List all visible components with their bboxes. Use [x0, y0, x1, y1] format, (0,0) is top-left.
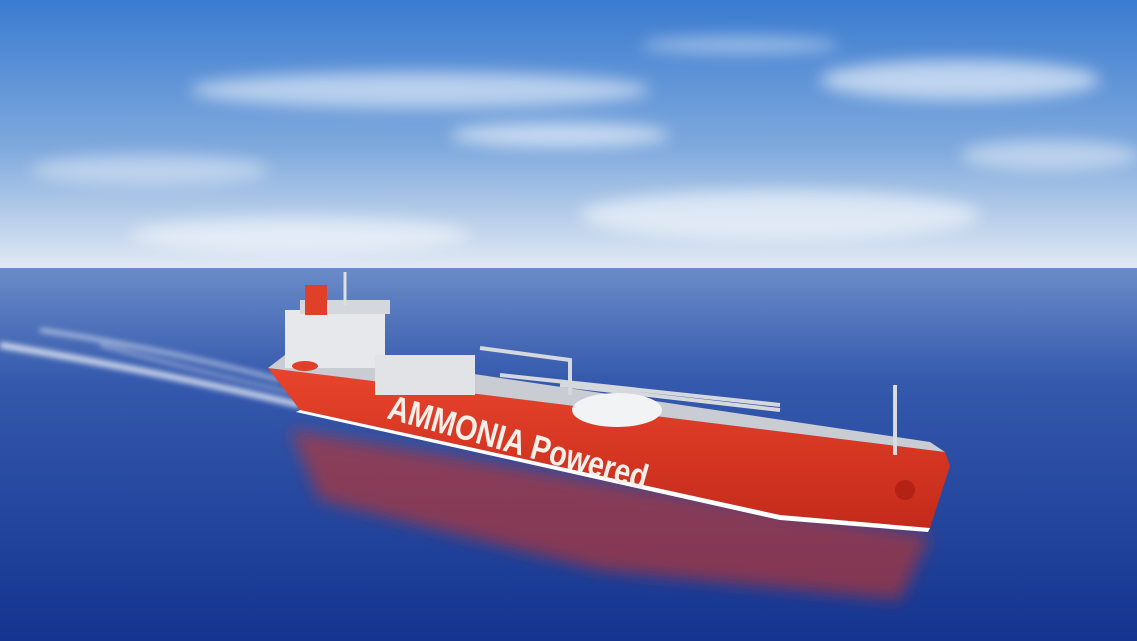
reflection — [290, 430, 930, 600]
ship: AMMONIA Powered — [268, 272, 950, 532]
wake — [0, 328, 301, 408]
cloud — [960, 140, 1137, 170]
superstructure — [285, 310, 385, 368]
cloud — [640, 37, 840, 53]
bow-thruster — [895, 480, 915, 500]
wake-streak — [0, 342, 301, 408]
cloud — [820, 60, 1100, 100]
wake-streak — [99, 343, 291, 394]
hull — [268, 368, 950, 528]
funnel — [305, 285, 327, 315]
deck-house — [375, 355, 475, 395]
clouds — [30, 37, 1137, 253]
cloud — [30, 155, 270, 185]
cloud — [190, 72, 650, 108]
piping — [479, 346, 781, 412]
hull-reflection — [290, 430, 930, 600]
cloud — [580, 190, 980, 240]
cloud — [130, 217, 470, 253]
wake-streak — [39, 328, 281, 382]
cloud — [450, 123, 670, 147]
tank — [572, 393, 662, 427]
lifeboat — [292, 361, 318, 371]
